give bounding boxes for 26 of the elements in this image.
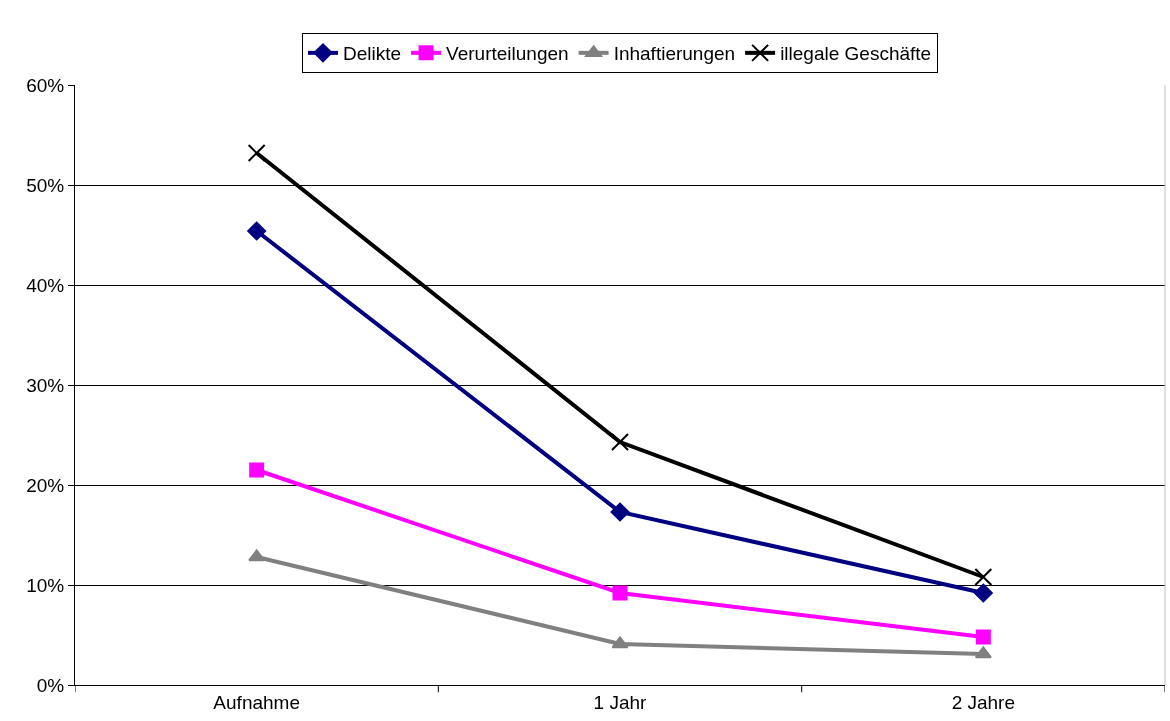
point [247, 144, 266, 162]
y-tick-label: 40% [26, 274, 65, 296]
y-tick-label: 10% [26, 574, 65, 596]
point [974, 568, 993, 586]
point [248, 549, 266, 562]
y-tick-label: 50% [26, 174, 65, 196]
x-tick-label: Aufnahme [213, 691, 300, 713]
y-tick-label: 0% [36, 674, 65, 696]
point [610, 502, 630, 522]
legend-label: illegale Geschäfte [780, 43, 932, 65]
legend-label: Verurteilungen [446, 43, 569, 65]
y-tick-label: 20% [26, 474, 65, 496]
x-tick-label: 1 Jahr [593, 691, 648, 713]
point [612, 585, 628, 601]
x-tick-label: 2 Jahre [951, 691, 1016, 713]
point [975, 629, 991, 645]
point [974, 646, 992, 659]
legend-label: Inhaftierungen [613, 43, 736, 65]
y-tick-label: 30% [26, 374, 65, 396]
point [247, 221, 267, 241]
point [611, 636, 629, 649]
legend-label: Delikte [343, 43, 402, 65]
y-tick-label: 60% [26, 74, 65, 96]
point [249, 462, 265, 478]
point [611, 433, 629, 451]
point [973, 583, 993, 603]
